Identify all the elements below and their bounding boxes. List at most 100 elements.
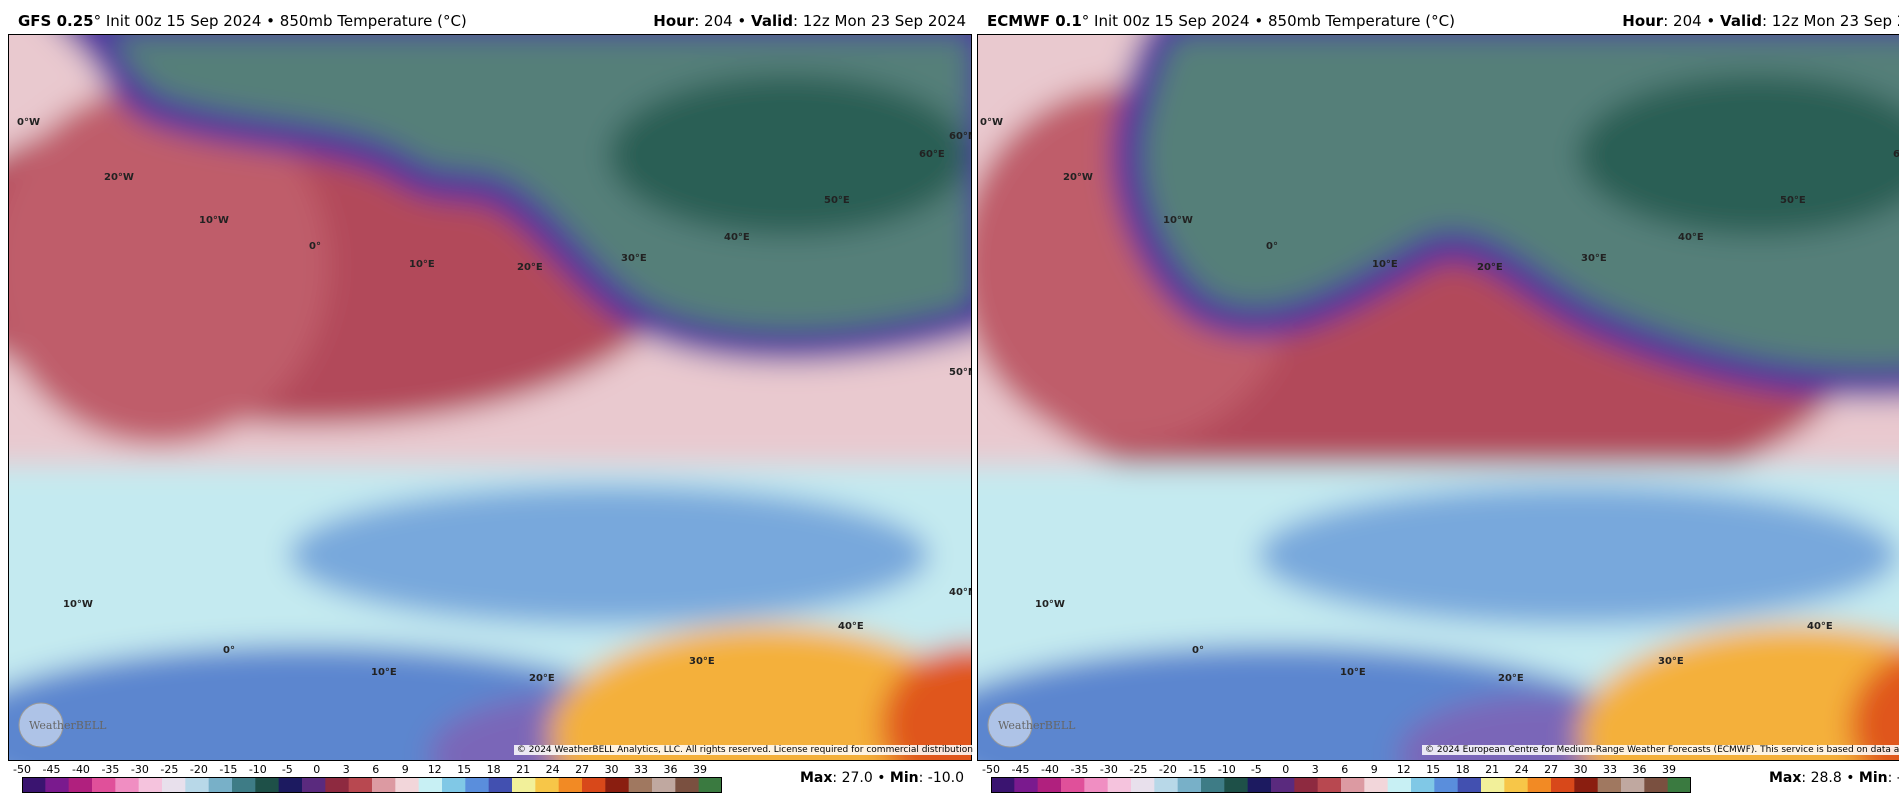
colorbar-cell xyxy=(535,777,560,793)
coordinate-label: 0°W xyxy=(980,117,1003,128)
colorbar-tick-label: 33 xyxy=(1603,763,1618,776)
text-part: Max xyxy=(799,770,833,786)
coordinate-label: 30°E xyxy=(1581,253,1607,264)
colorbar-tick-label: 18 xyxy=(486,763,501,776)
coordinate-label: 10°W xyxy=(1163,215,1193,226)
map-fill xyxy=(978,35,1899,760)
colorbar-cell xyxy=(1667,777,1691,793)
logo-text: WeatherBELL xyxy=(29,719,107,732)
colorbar-cell xyxy=(185,777,210,793)
stats: Max: 27.0 • Min: -10.0 xyxy=(800,770,964,786)
colorbar-tick-label: 36 xyxy=(663,763,678,776)
coordinate-label: 10°E xyxy=(371,667,397,678)
colorbar-cell xyxy=(1014,777,1039,793)
colorbar-tick-label: 24 xyxy=(1514,763,1529,776)
panel-header-left: ECMWF 0.1° Init 00z 15 Sep 2024 • 850mb … xyxy=(987,12,1455,30)
colorbar-cell xyxy=(68,777,93,793)
colorbar-cell xyxy=(1341,777,1365,793)
logo-circle xyxy=(987,702,1033,748)
coordinate-label: 10°W xyxy=(199,215,229,226)
coordinate-label: 60°N xyxy=(949,131,972,142)
model-panel: ECMWF 0.1° Init 00z 15 Sep 2024 • 850mb … xyxy=(977,0,1899,808)
text-part: ° Init 00z 15 Sep 2024 • 850mb Temperatu… xyxy=(1081,12,1455,30)
coordinate-label: 10°E xyxy=(409,259,435,270)
text-part: Valid xyxy=(1720,12,1762,30)
colorbar-tick-label: 18 xyxy=(1455,763,1470,776)
text-part: ° Init 00z 15 Sep 2024 • 850mb Temperatu… xyxy=(93,12,467,30)
colorbar-frame xyxy=(991,777,1691,793)
text-part: : 204 • xyxy=(694,12,752,30)
coordinate-label: 10°E xyxy=(1372,259,1398,270)
colorbar-cell xyxy=(991,777,1015,793)
coordinate-label: 20°W xyxy=(104,172,134,183)
colorbar-cell xyxy=(1574,777,1599,793)
text-part: Hour xyxy=(1622,12,1664,30)
colorbar-cell xyxy=(488,777,513,793)
panel-header-right: Hour: 204 • Valid: 12z Mon 23 Sep 2024 xyxy=(1622,12,1899,30)
colorbar-cell xyxy=(582,777,606,793)
colorbar-cell xyxy=(1201,777,1225,793)
colorbar-cell xyxy=(675,777,700,793)
colorbar-tick-label: 9 xyxy=(401,763,409,776)
coordinate-label: 20°E xyxy=(1477,262,1503,273)
panel-header-right: Hour: 204 • Valid: 12z Mon 23 Sep 2024 xyxy=(653,12,966,30)
text-part: : 204 • xyxy=(1663,12,1721,30)
colorbar-cell xyxy=(652,777,676,793)
text-part: Valid xyxy=(751,12,793,30)
colorbar-cell xyxy=(1107,777,1132,793)
text-part: : 12z Mon 23 Sep 2024 xyxy=(792,12,966,30)
colorbar-cell xyxy=(1387,777,1412,793)
colorbar-cell xyxy=(1084,777,1109,793)
colorbar-tick-label: 27 xyxy=(1544,763,1559,776)
watermark: WeatherBELL xyxy=(18,702,107,748)
colorbar-cell xyxy=(442,777,466,793)
colorbar-cell xyxy=(605,777,630,793)
coordinate-label: 40°E xyxy=(724,232,750,243)
map-labels: 0°W 20°W 10°W 0° 10°E 20°E 30°E 40°E 50°E 60°E 10°… xyxy=(980,117,1899,684)
colorbar-cell xyxy=(22,777,46,793)
hot-region xyxy=(1578,625,1899,760)
colorbar-tick-label: 33 xyxy=(634,763,649,776)
colorbar-cell xyxy=(1247,777,1272,793)
hot-region xyxy=(549,625,971,760)
coordinate-label: 50°N xyxy=(949,367,972,378)
coordinate-label: 20°E xyxy=(1498,673,1524,684)
colorbar-cell xyxy=(512,777,536,793)
colorbar-cell xyxy=(1527,777,1552,793)
coordinate-label: 50°E xyxy=(1780,195,1806,206)
coordinate-label: 30°E xyxy=(1658,656,1684,667)
colorbar xyxy=(991,777,1691,793)
colorbar-tick-label: 21 xyxy=(1485,763,1500,776)
colorbar-cell xyxy=(1411,777,1435,793)
colorbar-cell xyxy=(395,777,420,793)
coordinate-label: 10°W xyxy=(1035,599,1065,610)
text-part: : -10.0 xyxy=(1887,770,1899,786)
colorbar-cell xyxy=(1621,777,1645,793)
colorbar-tick-label: 0 xyxy=(1282,763,1290,776)
colorbar-cell xyxy=(1481,777,1505,793)
coordinate-label: 60°E xyxy=(1893,149,1899,160)
colorbar-cell xyxy=(162,777,186,793)
text-part: : 28.8 • xyxy=(1801,770,1859,786)
colorbar-cell xyxy=(1364,777,1389,793)
colorbar-cell xyxy=(348,777,373,793)
colorbar-tick-label: 21 xyxy=(516,763,531,776)
coordinate-label: 10°W xyxy=(63,599,93,610)
colorbar-cell xyxy=(115,777,140,793)
hot-core xyxy=(1850,653,1899,760)
colorbar-tick-label: -50 xyxy=(13,763,31,776)
text-part: Hour xyxy=(653,12,695,30)
coordinate-label: 40°E xyxy=(1807,621,1833,632)
coordinate-label: 60°E xyxy=(919,149,945,160)
colorbar-tick-label: 3 xyxy=(1311,763,1319,776)
hot-core xyxy=(881,645,971,760)
colorbar-cell xyxy=(1177,777,1202,793)
cold-core xyxy=(1578,75,1899,235)
coordinate-label: 30°E xyxy=(689,656,715,667)
watermark: WeatherBELL xyxy=(987,702,1076,748)
colorbar-cell xyxy=(1551,777,1575,793)
colorbar-tick-label: -20 xyxy=(1158,763,1177,776)
colorbar-tick-label: -45 xyxy=(42,763,61,776)
colorbar-cell xyxy=(698,777,722,793)
